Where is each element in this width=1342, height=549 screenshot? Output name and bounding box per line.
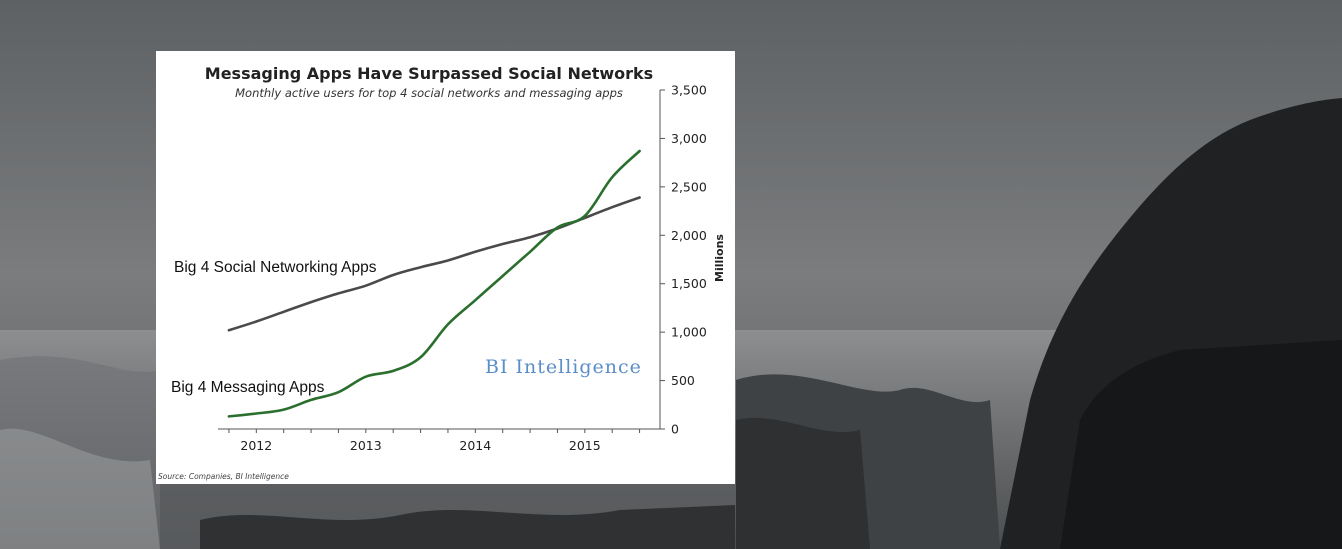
chart-title: Messaging Apps Have Surpassed Social Net… <box>205 64 653 83</box>
x-tick-label: 2014 <box>459 438 491 453</box>
x-axis: 2012 2013 2014 2015 <box>218 428 660 453</box>
y-tick-label: 0 <box>671 422 679 437</box>
series-layer <box>227 149 641 418</box>
series-label-messaging: Big 4 Messaging Apps <box>171 379 325 396</box>
x-tick-label: 2013 <box>350 438 382 453</box>
y-tick-label: 3,500 <box>671 83 707 98</box>
series-label-social: Big 4 Social Networking Apps <box>174 259 377 276</box>
y-tick-label: 1,500 <box>671 276 707 291</box>
y-tick-label: 2,000 <box>671 228 707 243</box>
x-tick-label: 2015 <box>569 438 601 453</box>
y-tick-label: 1,000 <box>671 325 707 340</box>
y-axis-label: Millions <box>713 234 726 282</box>
chart-subtitle: Monthly active users for top 4 social ne… <box>235 86 623 100</box>
watermark-logo: BI Intelligence <box>485 356 642 378</box>
y-axis: 3,500 3,000 2,500 2,000 1,500 1,000 500 0 <box>659 83 707 437</box>
x-tick-label: 2012 <box>240 438 272 453</box>
y-tick-label: 500 <box>671 373 695 388</box>
y-tick-label: 3,000 <box>671 131 707 146</box>
y-tick-label: 2,500 <box>671 179 707 194</box>
source-note: Source: Companies, BI Intelligence <box>158 472 289 481</box>
line-chart: Messaging Apps Have Surpassed Social Net… <box>158 64 726 481</box>
series-line-messaging <box>227 149 641 418</box>
chart-card: Messaging Apps Have Surpassed Social Net… <box>156 51 735 484</box>
